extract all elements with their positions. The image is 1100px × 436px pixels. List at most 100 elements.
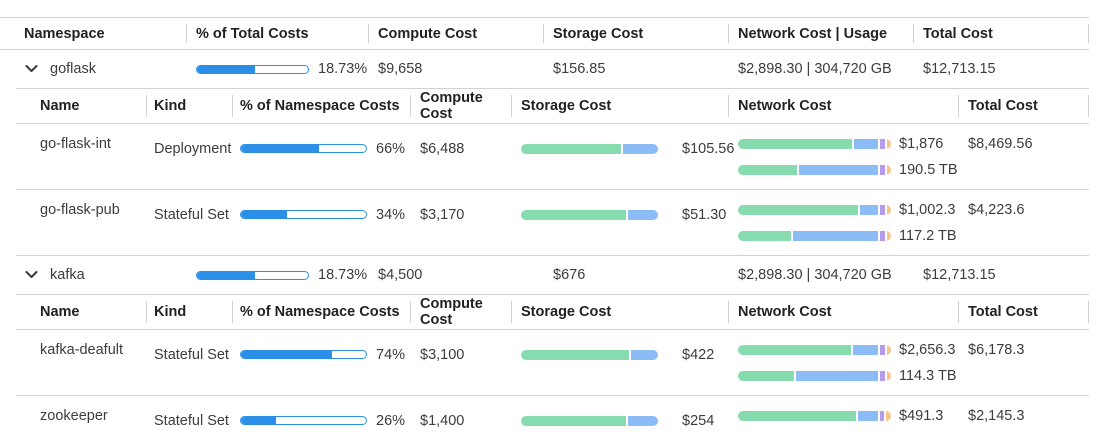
network-cost-bar	[738, 204, 891, 215]
workloads-table-goflask: Name Kind % of Namespace Costs Compute C…	[16, 88, 1089, 256]
network-usage-bar	[738, 164, 891, 175]
storage-cost-value: $254	[682, 412, 715, 429]
column-header-total-cost: Total Cost	[958, 295, 1089, 329]
workload-pct-cell: 66%	[232, 138, 410, 159]
storage-cost-value: $105.56	[682, 140, 735, 157]
network-usage-bar	[738, 370, 891, 381]
column-header-network-cost: Network Cost	[728, 89, 958, 123]
namespace-storage-cost: $676	[553, 267, 586, 283]
column-header-compute-cost: Compute Cost	[410, 295, 511, 329]
workload-storage-cell: $422	[511, 344, 728, 365]
workload-storage-cell: $254	[511, 410, 728, 431]
column-header-pct-namespace-costs: % of Namespace Costs	[232, 295, 410, 329]
storage-cost-value: $422	[682, 346, 715, 363]
storage-cost-bar	[521, 349, 658, 360]
namespace-compute-cost: $9,658	[378, 61, 423, 77]
workload-pct-cell: 74%	[232, 344, 410, 365]
namespace-row-kafka[interactable]: kafka 18.73% $4,500 $676 $2,898.30 | 304…	[0, 256, 1089, 294]
workload-compute-cost: $3,170	[420, 206, 465, 223]
workload-name: kafka-deafult	[40, 341, 124, 358]
column-header-name: Name	[40, 304, 80, 320]
column-header-network-cost: Network Cost	[728, 295, 958, 329]
pct-namespace-costs-value: 34%	[376, 206, 406, 223]
workload-storage-cell: $51.30	[511, 204, 728, 225]
workload-compute-cost: $1,400	[420, 412, 465, 429]
workload-name: go-flask-int	[40, 135, 111, 152]
network-cost-value: $1,002.3	[899, 201, 956, 218]
column-header-network-cost-usage: Network Cost | Usage	[728, 18, 913, 49]
table-header-row: Namespace % of Total Costs Compute Cost …	[0, 18, 1089, 50]
workloads-header-row: Name Kind % of Namespace Costs Compute C…	[16, 295, 1089, 330]
network-cost-bar	[738, 344, 891, 355]
column-header-pct-total-costs: % of Total Costs	[186, 18, 368, 49]
namespace-row-goflask[interactable]: goflask 18.73% $9,658 $156.85 $2,898.30 …	[0, 50, 1089, 88]
column-header-kind: Kind	[146, 89, 232, 123]
pct-namespace-costs-bar	[240, 416, 367, 425]
network-cost-bar	[738, 410, 891, 421]
pct-total-costs-bar	[196, 64, 309, 74]
chevron-down-icon[interactable]	[24, 271, 38, 279]
workload-row-go-flask-int: go-flask-int Deployment 66% $6,488 $105.…	[16, 124, 1089, 190]
workload-total-cost: $8,469.56	[968, 135, 1033, 152]
namespace-pct-cell: 18.73%	[186, 265, 368, 286]
column-header-compute-cost: Compute Cost	[410, 89, 511, 123]
namespace-compute-cost: $4,500	[378, 267, 423, 283]
storage-cost-value: $51.30	[682, 206, 727, 223]
pct-namespace-costs-value: 74%	[376, 346, 406, 363]
network-cost-bar	[738, 138, 891, 149]
network-usage-value: 117.2 TB	[899, 227, 957, 244]
chevron-down-icon[interactable]	[24, 65, 38, 73]
column-header-storage-cost: Storage Cost	[511, 295, 728, 329]
workload-total-cost: $2,145.3	[968, 407, 1025, 424]
pct-namespace-costs-bar	[240, 350, 367, 359]
network-usage-value: 64 TB	[899, 434, 937, 436]
column-header-name: Name	[40, 98, 80, 114]
column-header-compute-cost: Compute Cost	[368, 18, 543, 49]
pct-namespace-costs-bar	[240, 210, 367, 219]
namespace-name: goflask	[50, 61, 96, 77]
column-header-kind: Kind	[146, 295, 232, 329]
namespace-storage-cost: $156.85	[553, 61, 606, 77]
pct-namespace-costs-value: 66%	[376, 140, 406, 157]
workload-compute-cost: $3,100	[420, 346, 465, 363]
workload-pct-cell: 26%	[232, 410, 410, 431]
column-header-total-cost: Total Cost	[913, 18, 1089, 49]
network-cost-value: $1,876	[899, 135, 944, 152]
workload-row-go-flask-pub: go-flask-pub Stateful Set 34% $3,170 $51…	[16, 190, 1089, 256]
namespace-total-cost: $12,713.15	[923, 267, 996, 283]
workload-storage-cell: $105.56	[511, 138, 734, 159]
workload-network-cell: $1,876 190.5 TB	[728, 133, 958, 180]
namespace-network-cost-usage: $2,898.30 | 304,720 GB	[738, 61, 892, 77]
network-usage-value: 190.5 TB	[899, 161, 958, 178]
workload-kind: Stateful Set	[154, 206, 229, 223]
workload-row-kafka-deafult: kafka-deafult Stateful Set 74% $3,100 $4…	[16, 330, 1089, 396]
column-header-total-cost: Total Cost	[958, 89, 1089, 123]
pct-total-costs-bar	[196, 270, 309, 280]
workloads-table-kafka: Name Kind % of Namespace Costs Compute C…	[16, 294, 1089, 436]
workload-kind: Deployment	[154, 140, 232, 157]
network-usage-bar	[738, 230, 891, 241]
workload-row-zookeeper: zookeeper Stateful Set 26% $1,400 $254 $…	[16, 396, 1089, 436]
workload-kind: Stateful Set	[154, 412, 229, 429]
workload-kind: Stateful Set	[154, 346, 229, 363]
namespace-total-cost: $12,713.15	[923, 61, 996, 77]
column-header-namespace: Namespace	[24, 25, 105, 42]
workload-name: zookeeper	[40, 407, 108, 424]
pct-namespace-costs-bar	[240, 144, 367, 153]
network-usage-value: 114.3 TB	[899, 367, 957, 384]
storage-cost-bar	[521, 209, 658, 220]
workload-name: go-flask-pub	[40, 201, 120, 218]
storage-cost-bar	[521, 415, 658, 426]
namespace-costs-table: Namespace % of Total Costs Compute Cost …	[0, 17, 1089, 436]
workload-network-cell: $1,002.3 117.2 TB	[728, 199, 958, 246]
workload-network-cell: $491.3 64 TB	[728, 405, 958, 436]
namespace-name: kafka	[50, 267, 85, 283]
pct-namespace-costs-value: 26%	[376, 412, 406, 429]
storage-cost-bar	[521, 143, 658, 154]
column-header-pct-namespace-costs: % of Namespace Costs	[232, 89, 410, 123]
workload-total-cost: $4,223.6	[968, 201, 1025, 218]
pct-total-costs-value: 18.73%	[318, 61, 368, 77]
workload-network-cell: $2,656.3 114.3 TB	[728, 339, 958, 386]
network-cost-value: $491.3	[899, 407, 944, 424]
